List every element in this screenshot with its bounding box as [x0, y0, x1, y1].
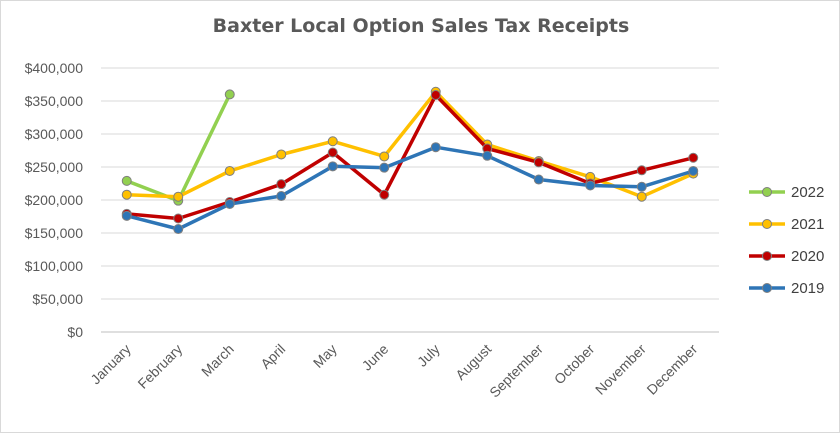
x-tick-label: August [452, 341, 494, 383]
series-line-2019 [125, 145, 696, 231]
data-point-2019 [327, 161, 338, 172]
data-point-2020 [533, 157, 544, 168]
data-point-2019 [173, 224, 184, 235]
data-point-2022 [224, 89, 235, 100]
legend-label: 2019 [791, 280, 824, 297]
y-tick-label: $400,000 [25, 60, 84, 76]
data-point-2021 [224, 165, 235, 176]
legend-marker-2019 [762, 283, 772, 293]
x-tick-label: January [87, 341, 134, 388]
data-point-2020 [276, 179, 287, 190]
data-point-2019 [688, 165, 699, 176]
x-tick-label: July [414, 341, 443, 370]
y-tick-label: $150,000 [25, 225, 84, 241]
y-tick-label: $200,000 [25, 192, 84, 208]
y-tick-label: $0 [67, 324, 83, 340]
x-tick-label: September [486, 341, 546, 401]
x-tick-label: October [551, 341, 598, 388]
y-axis: $0 $50,000 $100,000 $150,000 $200,000 $250,00… [25, 60, 84, 340]
y-tick-label: $50,000 [32, 291, 83, 307]
data-point-2021 [636, 191, 647, 202]
data-point-2021 [327, 136, 338, 147]
series-group [121, 86, 699, 235]
data-point-2019 [636, 181, 647, 192]
data-point-2021 [173, 191, 184, 202]
data-point-2019 [121, 210, 132, 221]
data-point-2021 [121, 189, 132, 200]
data-point-2020 [636, 165, 647, 176]
data-point-2020 [430, 90, 441, 101]
x-tick-label: March [198, 341, 237, 380]
data-point-2020 [379, 189, 390, 200]
legend-label: 2021 [791, 216, 824, 233]
x-tick-label: November [592, 341, 649, 398]
series-line-2020 [125, 93, 696, 221]
chart-title: Baxter Local Option Sales Tax Receipts [212, 15, 630, 37]
x-tick-label: February [134, 341, 185, 392]
x-tick-label: December [643, 341, 700, 398]
legend-marker-2021 [762, 219, 772, 229]
y-tick-label: $250,000 [25, 159, 84, 175]
data-point-2019 [276, 191, 287, 202]
legend-label: 2020 [791, 248, 824, 265]
legend-marker-2020 [762, 251, 772, 261]
data-point-2019 [379, 162, 390, 173]
legend: 2022 2021 2020 2019 [749, 184, 824, 297]
y-tick-label: $300,000 [25, 126, 84, 142]
data-point-2019 [224, 198, 235, 209]
data-point-2019 [533, 174, 544, 185]
legend-label: 2022 [791, 184, 824, 201]
y-tick-label: $100,000 [25, 258, 84, 274]
x-tick-label: May [310, 341, 340, 371]
data-point-2021 [379, 151, 390, 162]
x-axis: January February March April May June July Augu… [87, 341, 700, 401]
data-point-2019 [430, 142, 441, 153]
data-point-2020 [327, 147, 338, 158]
series-line-2022 [125, 92, 232, 203]
data-point-2022 [121, 175, 132, 186]
y-tick-label: $350,000 [25, 93, 84, 109]
data-point-2021 [276, 149, 287, 160]
x-tick-label: April [257, 341, 288, 372]
gridlines [101, 67, 719, 333]
data-point-2020 [173, 213, 184, 224]
data-point-2020 [688, 152, 699, 163]
x-tick-label: June [359, 341, 392, 374]
legend-marker-2022 [762, 187, 772, 197]
data-point-2019 [482, 150, 493, 161]
data-point-2019 [585, 180, 596, 191]
